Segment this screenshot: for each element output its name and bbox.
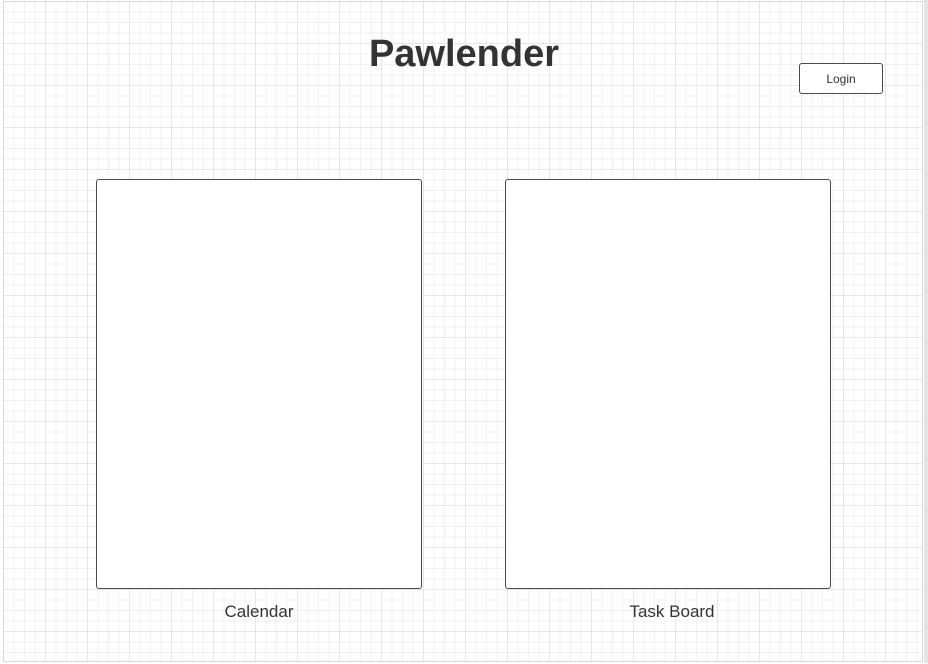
task-board-label: Task Board bbox=[629, 602, 715, 621]
calendar-label: Calendar bbox=[224, 602, 294, 621]
wireframe-canvas: Pawlender Login Calendar Task Board bbox=[3, 1, 923, 662]
page-title: Pawlender bbox=[368, 33, 560, 75]
task-board-panel[interactable] bbox=[505, 179, 831, 589]
window-edge bbox=[924, 0, 928, 663]
calendar-panel[interactable] bbox=[96, 179, 422, 589]
login-button[interactable]: Login bbox=[799, 63, 883, 94]
